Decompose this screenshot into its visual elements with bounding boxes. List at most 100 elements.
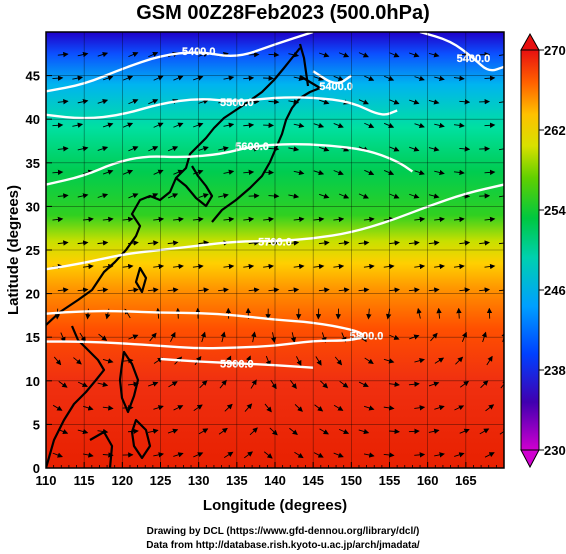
wind-arrow	[434, 263, 445, 270]
x-tick-label: 165	[455, 473, 477, 488]
wind-arrow	[224, 403, 233, 412]
wind-arrow	[147, 287, 159, 293]
wind-arrow	[218, 427, 228, 435]
wind-arrow	[428, 287, 440, 293]
wind-arrow	[428, 193, 440, 199]
wind-arrow	[148, 99, 159, 105]
wind-arrow	[389, 240, 400, 246]
wind-arrow	[383, 358, 395, 364]
wind-arrow	[57, 51, 69, 58]
wind-arrow	[248, 51, 260, 58]
wind-arrow	[82, 263, 94, 270]
wind-arrow	[77, 240, 89, 246]
wind-arrow	[248, 240, 260, 246]
height-contour-line	[419, 32, 504, 72]
wind-arrow	[389, 428, 400, 435]
wind-arrow	[288, 287, 300, 293]
wind-arrow	[293, 122, 305, 129]
wind-arrow	[453, 216, 465, 223]
wind-arrow	[459, 380, 470, 388]
height-contour-line	[46, 183, 504, 271]
wind-arrow	[128, 51, 139, 58]
wind-arrow	[218, 193, 229, 199]
wind-arrow	[97, 51, 109, 58]
coastline-taiwan	[134, 266, 148, 294]
wind-arrow	[288, 193, 300, 199]
wind-arrow	[243, 169, 255, 176]
wind-arrow	[102, 75, 114, 81]
wind-arrow	[148, 193, 159, 199]
wind-arrow	[505, 452, 513, 457]
wind-arrow	[153, 169, 164, 175]
wind-arrow	[428, 52, 440, 58]
x-tick-label: 150	[340, 473, 362, 488]
wind-arrow	[313, 263, 325, 270]
wind-arrow	[193, 404, 203, 412]
wind-arrow	[338, 240, 350, 246]
x-tick-label: 145	[302, 473, 324, 488]
wind-arrow	[459, 240, 471, 246]
wind-streamlines	[52, 51, 513, 459]
wind-arrow	[173, 216, 184, 223]
wind-arrow	[173, 75, 184, 81]
wind-arrow	[500, 379, 504, 389]
wind-arrow	[428, 146, 440, 152]
wind-arrow	[264, 403, 272, 413]
wind-arrow	[52, 404, 63, 411]
wind-arrow	[173, 405, 184, 411]
wind-arrow	[339, 380, 349, 388]
wind-arrow	[57, 193, 69, 199]
wind-arrow	[58, 381, 68, 388]
wind-arrow	[498, 101, 504, 104]
wind-arrow	[318, 287, 330, 293]
wind-arrow	[428, 381, 440, 387]
wind-arrow	[243, 263, 255, 270]
wind-arrow	[333, 263, 345, 270]
wind-arrow	[122, 263, 134, 270]
wind-arrow	[434, 405, 445, 411]
wind-arrow	[294, 451, 304, 459]
wind-arrow	[97, 193, 109, 199]
colorbar: 230 238 246 254 262 270	[520, 32, 566, 469]
coastline-sakhalin	[298, 43, 310, 87]
wind-arrow	[479, 240, 491, 246]
wind-arrow	[153, 263, 165, 270]
wind-arrow	[153, 452, 164, 458]
wind-arrow	[250, 379, 257, 389]
wind-arrow	[414, 452, 426, 458]
wind-arrow	[122, 216, 134, 223]
wind-arrow	[318, 240, 330, 246]
coastline-asia-mainland	[46, 47, 301, 326]
wind-arrow	[244, 403, 253, 412]
wind-arrow	[485, 404, 495, 412]
wind-arrow	[315, 356, 322, 366]
wind-arrow	[128, 146, 139, 152]
wind-arrow	[434, 75, 445, 81]
wind-arrow	[52, 75, 64, 81]
x-tick-label: 140	[264, 473, 286, 488]
wind-arrow	[459, 428, 470, 434]
wind-arrow	[414, 122, 425, 129]
wind-arrow	[173, 263, 184, 270]
wind-arrow	[153, 405, 164, 411]
wind-arrow	[434, 216, 445, 223]
wind-arrow	[383, 263, 395, 270]
wind-arrow	[147, 240, 159, 246]
wind-arrow	[459, 146, 471, 152]
wind-arrow	[268, 240, 280, 246]
wind-arrow	[479, 428, 490, 435]
wind-arrow	[456, 307, 462, 319]
height-contour-line	[160, 357, 314, 369]
wind-arrow	[293, 216, 305, 223]
wind-arrow	[358, 428, 370, 435]
wind-arrow	[269, 427, 278, 436]
wind-arrow	[358, 240, 370, 246]
wind-arrow	[193, 169, 204, 175]
wind-arrow	[167, 240, 179, 246]
x-tick-label: 110	[36, 473, 57, 488]
colorbar-tick-label: 254	[544, 203, 566, 218]
wind-arrow	[243, 122, 255, 128]
wind-arrow	[173, 122, 184, 128]
wind-arrow	[314, 404, 324, 412]
wind-arrow	[268, 193, 280, 199]
